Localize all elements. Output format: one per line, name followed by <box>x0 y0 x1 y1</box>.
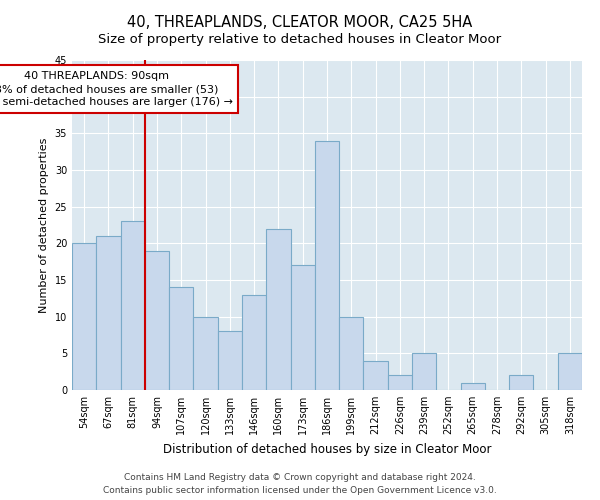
X-axis label: Distribution of detached houses by size in Cleator Moor: Distribution of detached houses by size … <box>163 442 491 456</box>
Bar <box>558 354 582 390</box>
Bar <box>72 244 96 390</box>
Bar <box>412 354 436 390</box>
Bar <box>242 294 266 390</box>
Bar <box>388 376 412 390</box>
Bar <box>266 228 290 390</box>
Bar <box>315 140 339 390</box>
Bar <box>364 360 388 390</box>
Text: 40, THREAPLANDS, CLEATOR MOOR, CA25 5HA: 40, THREAPLANDS, CLEATOR MOOR, CA25 5HA <box>127 15 473 30</box>
Bar <box>218 332 242 390</box>
Y-axis label: Number of detached properties: Number of detached properties <box>39 138 49 312</box>
Bar <box>145 250 169 390</box>
Text: 40 THREAPLANDS: 90sqm
← 23% of detached houses are smaller (53)
77% of semi-deta: 40 THREAPLANDS: 90sqm ← 23% of detached … <box>0 71 233 108</box>
Bar <box>169 288 193 390</box>
Bar <box>509 376 533 390</box>
Bar <box>96 236 121 390</box>
Bar <box>461 382 485 390</box>
Bar <box>193 316 218 390</box>
Bar <box>339 316 364 390</box>
Text: Size of property relative to detached houses in Cleator Moor: Size of property relative to detached ho… <box>98 32 502 46</box>
Bar <box>121 222 145 390</box>
Bar <box>290 266 315 390</box>
Text: Contains HM Land Registry data © Crown copyright and database right 2024.
Contai: Contains HM Land Registry data © Crown c… <box>103 474 497 495</box>
